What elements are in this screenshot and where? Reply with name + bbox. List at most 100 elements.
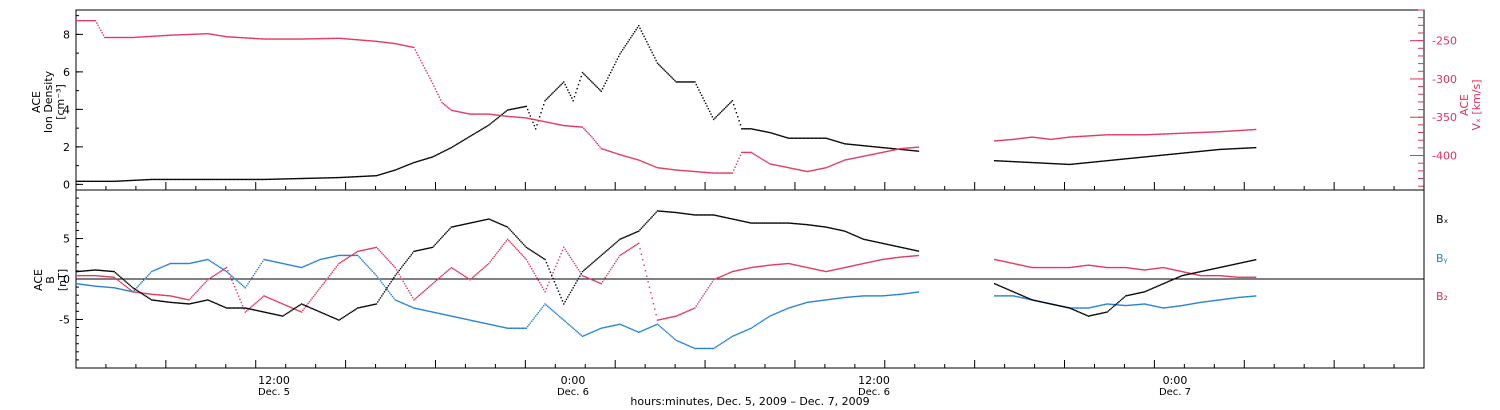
by-point bbox=[773, 313, 775, 316]
bx-point bbox=[787, 222, 790, 224]
density-point bbox=[239, 178, 241, 181]
vx-point bbox=[1117, 134, 1119, 136]
bz-point bbox=[129, 289, 131, 291]
by-point bbox=[188, 262, 190, 265]
density-point bbox=[1173, 153, 1175, 155]
vx-point bbox=[817, 168, 819, 171]
density-point bbox=[1042, 162, 1044, 164]
bx-point bbox=[268, 312, 271, 314]
bx-point bbox=[470, 222, 473, 224]
bx-point bbox=[533, 251, 536, 254]
bx-point bbox=[211, 300, 213, 303]
vx-point bbox=[445, 105, 447, 107]
bz-point bbox=[1159, 267, 1162, 269]
density-point bbox=[568, 91, 570, 94]
bz-point bbox=[563, 246, 565, 249]
by-point bbox=[762, 319, 764, 322]
by-point bbox=[478, 321, 481, 323]
density-point bbox=[627, 41, 629, 43]
by-point bbox=[361, 259, 363, 261]
density-point bbox=[905, 149, 908, 151]
density-point bbox=[1067, 163, 1069, 166]
bz-point bbox=[1125, 266, 1127, 269]
vx-point bbox=[365, 39, 367, 42]
by-point bbox=[640, 330, 643, 332]
by-point bbox=[172, 262, 174, 265]
density-point bbox=[630, 37, 632, 39]
vx-point bbox=[96, 22, 98, 24]
bz-point bbox=[1008, 261, 1011, 264]
density-point bbox=[1122, 158, 1124, 160]
vx-point bbox=[528, 117, 530, 120]
bz-point bbox=[315, 292, 317, 294]
bz-point bbox=[621, 252, 624, 255]
vx-point bbox=[251, 37, 253, 40]
bx-point bbox=[778, 222, 780, 224]
bz-point bbox=[253, 303, 256, 305]
by-point bbox=[477, 321, 479, 323]
top-right-ylabel-line2: Vₓ [km/s] bbox=[1470, 79, 1483, 130]
vx-point bbox=[829, 165, 831, 167]
density-point bbox=[762, 130, 764, 132]
by-point bbox=[272, 260, 275, 263]
bx-point bbox=[599, 255, 601, 258]
vx-point bbox=[225, 36, 228, 38]
by-point bbox=[383, 285, 386, 287]
density-point bbox=[560, 83, 562, 86]
by-point bbox=[500, 326, 502, 328]
by-point bbox=[811, 300, 814, 303]
density-point bbox=[454, 144, 457, 146]
bx-point bbox=[1228, 264, 1230, 267]
by-point bbox=[909, 292, 912, 294]
bx-point bbox=[375, 303, 378, 305]
by-point bbox=[742, 331, 744, 333]
by-point bbox=[401, 302, 403, 304]
density-point bbox=[513, 108, 515, 110]
vx-point bbox=[1150, 133, 1152, 136]
bz-point bbox=[521, 254, 524, 256]
density-point bbox=[1014, 161, 1016, 163]
vx-point bbox=[318, 37, 320, 40]
by-point bbox=[411, 306, 414, 309]
bz-point bbox=[795, 264, 798, 266]
bx-point bbox=[118, 275, 121, 277]
density-point bbox=[770, 132, 772, 134]
by-point bbox=[1117, 304, 1119, 306]
bx-point bbox=[729, 217, 731, 220]
vx-point bbox=[548, 121, 550, 124]
bz-point bbox=[1064, 266, 1067, 269]
vx-point bbox=[1170, 132, 1173, 135]
by-point bbox=[1218, 299, 1221, 301]
bz-point bbox=[1020, 264, 1023, 266]
by-point bbox=[621, 324, 624, 327]
vx-point bbox=[885, 150, 887, 153]
vx-point bbox=[324, 37, 327, 40]
by-point bbox=[492, 324, 494, 326]
vx-point bbox=[140, 36, 142, 38]
bx-point bbox=[890, 244, 893, 247]
density-point bbox=[110, 180, 113, 183]
by-point bbox=[366, 264, 368, 267]
by-point bbox=[338, 254, 340, 257]
vx-point bbox=[753, 153, 755, 155]
bx-point bbox=[296, 305, 299, 308]
vx-point bbox=[1107, 134, 1110, 136]
density-point bbox=[1068, 163, 1071, 166]
vx-point bbox=[104, 36, 106, 39]
by-point bbox=[691, 346, 693, 349]
bx-point bbox=[173, 302, 176, 304]
bz-point bbox=[366, 248, 368, 251]
bz-point bbox=[640, 253, 643, 255]
by-point bbox=[1086, 307, 1088, 309]
bx-point bbox=[326, 314, 328, 316]
bx-point bbox=[1212, 268, 1214, 270]
density-point bbox=[731, 100, 734, 102]
by-point bbox=[613, 324, 616, 327]
vx-point bbox=[1137, 134, 1139, 136]
by-point bbox=[797, 304, 799, 306]
bx-point bbox=[534, 252, 537, 255]
bx-point bbox=[758, 222, 760, 224]
bz-point bbox=[1209, 274, 1211, 277]
by-point bbox=[267, 259, 269, 262]
bx-point bbox=[675, 211, 677, 214]
